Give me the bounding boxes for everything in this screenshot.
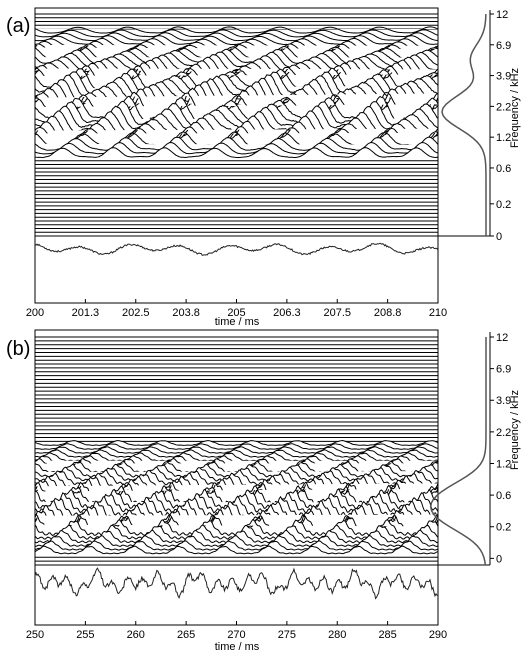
spectral-envelope: [429, 337, 487, 566]
waveform-trace: [34, 567, 439, 600]
y-tick-label: 12: [496, 9, 508, 21]
y-tick-label: 0.6: [496, 490, 511, 502]
channel-trace: [34, 545, 439, 555]
envelope-axis: [438, 10, 491, 237]
y-tick-label: 1.2: [496, 458, 511, 470]
y-tick-label: 3.9: [496, 395, 511, 407]
spectral-envelope: [441, 13, 487, 236]
channel-trace: [34, 26, 439, 34]
x-tick-label: 260: [127, 629, 145, 641]
y-ticks: 12 6.9 3.9 2.2 1.2 0.6 0.2 0: [490, 9, 511, 243]
x-axis-label: time / ms: [215, 316, 260, 328]
envelope-axis: [438, 332, 491, 566]
x-axis-label: time / ms: [215, 641, 260, 653]
x-tick-label: 290: [429, 629, 447, 641]
x-tick-label: 285: [378, 629, 396, 641]
x-tick-label: 203.8: [172, 307, 200, 319]
y-axis-label: Frequency / kHz: [509, 68, 521, 148]
y-tick-label: 0: [496, 231, 502, 243]
y-tick-label: 0: [496, 553, 502, 565]
filterbank-traces: [34, 336, 439, 566]
y-tick-label: 6.9: [496, 364, 511, 376]
y-axis-label: Frequency / kHz: [509, 390, 521, 470]
panel-label: (a): [6, 15, 30, 37]
x-tick-label: 208.8: [374, 307, 402, 319]
y-ticks: 12 6.9 3.9 2.2 1.2 0.6 0.2 0: [490, 332, 511, 565]
y-tick-label: 1.2: [496, 132, 511, 144]
filterbank-traces: [34, 13, 439, 237]
x-tick-label: 265: [177, 629, 195, 641]
x-tick-label: 201.3: [72, 307, 100, 319]
channel-trace: [34, 29, 439, 38]
channel-trace: [34, 147, 439, 159]
y-tick-label: 0.6: [496, 163, 511, 175]
x-axis: 200 201.3 202.5 203.8 205 206.3 207.5 208.8 210: [26, 299, 447, 319]
x-tick-label: 270: [227, 629, 245, 641]
x-tick-label: 207.5: [323, 307, 351, 319]
channel-trace: [34, 446, 439, 454]
panel-b: (b) 250 255 260 265 270 275 280 285 290 time / m…: [6, 329, 521, 653]
panel-a: (a) 200 201.3 202.5 203.8 205 206.3 207.5 208.8…: [6, 7, 521, 328]
x-tick-label: 205: [227, 307, 245, 319]
x-tick-label: 280: [328, 629, 346, 641]
x-tick-label: 200: [26, 307, 44, 319]
channel-trace: [34, 443, 439, 450]
waveform-line: [34, 242, 439, 256]
x-tick-label: 255: [76, 629, 94, 641]
x-tick-label: 202.5: [122, 307, 150, 319]
y-tick-label: 12: [496, 332, 508, 344]
y-tick-label: 3.9: [496, 71, 511, 83]
waveform-line: [34, 567, 439, 600]
panel-label: (b): [6, 338, 30, 360]
x-tick-label: 250: [26, 629, 44, 641]
x-tick-label: 206.3: [273, 307, 301, 319]
y-tick-label: 0.2: [496, 199, 511, 211]
channel-trace: [34, 440, 439, 446]
y-tick-label: 0.2: [496, 522, 511, 534]
y-tick-label: 6.9: [496, 40, 511, 52]
x-axis: 250 255 260 265 270 275 280 285 290: [26, 621, 447, 641]
y-tick-label: 2.2: [496, 101, 511, 113]
y-tick-label: 2.2: [496, 427, 511, 439]
waveform-trace: [34, 242, 439, 256]
x-tick-label: 210: [429, 307, 447, 319]
x-tick-label: 275: [278, 629, 296, 641]
